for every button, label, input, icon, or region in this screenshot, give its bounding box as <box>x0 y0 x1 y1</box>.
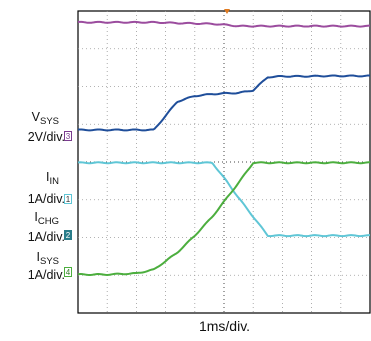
channel-3-badge: 3 <box>64 131 72 141</box>
trace-channel-top <box>77 20 370 28</box>
trace-channel-3 <box>77 74 370 132</box>
trace-channel-1 <box>77 161 370 238</box>
trigger-marker-icon <box>224 9 230 14</box>
isys-label: ISYS <box>36 250 60 267</box>
channel-4-badge: 4 <box>64 267 72 277</box>
channel-2-badge: 2 <box>64 230 72 240</box>
grid <box>78 11 370 313</box>
x-axis-label: 1ms/div. <box>198 318 251 334</box>
trace-channel-2 <box>77 161 371 276</box>
channel-1-badge: 1 <box>64 194 72 204</box>
ichg-label: ICHG <box>34 210 59 227</box>
iin-label: IIN <box>46 170 59 187</box>
isys-scale: 1A/div. <box>27 268 65 282</box>
vsys-scale: 2V/div. <box>27 130 65 144</box>
vsys-label: VSYS <box>31 110 59 127</box>
ichg-scale: 1A/div. <box>27 230 65 244</box>
iin-scale: 1A/div. <box>27 192 65 206</box>
traces <box>77 20 371 276</box>
